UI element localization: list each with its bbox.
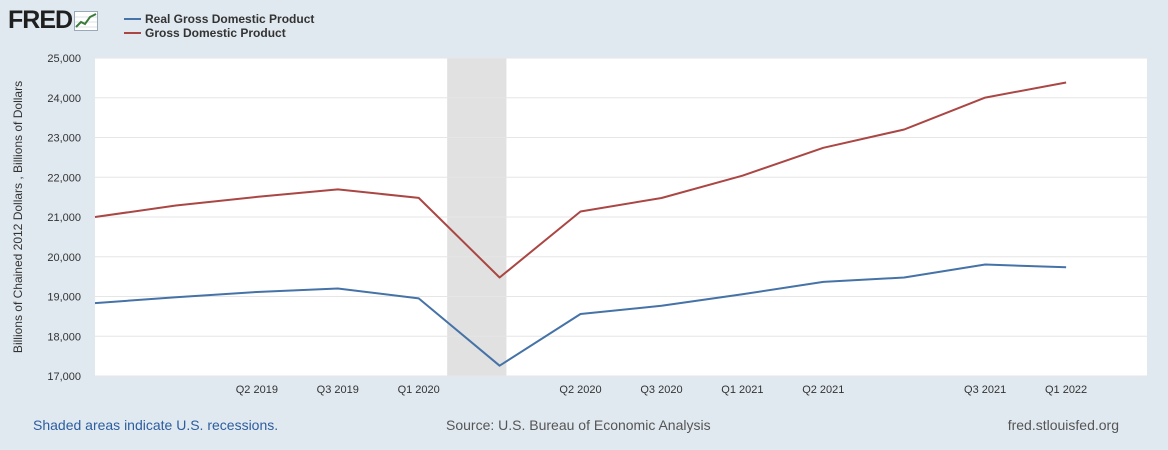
x-tick-label: Q1 2020 (398, 384, 440, 396)
fred-logo-text: FRED (8, 6, 73, 34)
grid-layer (95, 57, 1147, 377)
x-tick-label: Q2 2021 (802, 384, 844, 396)
y-tick-label: 20,000 (47, 252, 81, 264)
recession-note-link[interactable]: Shaded areas indicate U.S. recessions. (33, 417, 279, 433)
series-line-gdp[interactable] (94, 81, 1067, 279)
y-axis-label: Billions of Chained 2012 Dollars , Billi… (11, 81, 25, 353)
legend-item-real-gdp[interactable]: Real Gross Domestic Product (124, 12, 314, 26)
chart-line-icon (74, 10, 99, 31)
y-tick-label: 25,000 (47, 53, 81, 65)
chart-legend: Real Gross Domestic Product Gross Domest… (124, 12, 314, 40)
y-tick-label: 23,000 (47, 133, 81, 145)
x-tick-label: Q1 2022 (1045, 384, 1087, 396)
legend-item-gdp[interactable]: Gross Domestic Product (124, 26, 314, 40)
series-line-real-gdp[interactable] (94, 263, 1067, 367)
x-tick-label: Q3 2020 (640, 384, 682, 396)
x-tick-label: Q2 2019 (236, 384, 278, 396)
x-axis-ticks: Q2 2019 Q3 2019 Q1 2020 Q2 2020 Q3 2020 Q1 20… (236, 384, 1087, 396)
x-tick-label: Q2 2020 (559, 384, 601, 396)
y-tick-label: 22,000 (47, 172, 81, 184)
source-text: Source: U.S. Bureau of Economic Analysis (446, 417, 711, 433)
y-tick-label: 17,000 (47, 371, 81, 383)
site-url-link[interactable]: fred.stlouisfed.org (1007, 417, 1119, 433)
x-tick-label: Q3 2021 (964, 384, 1006, 396)
legend-swatch-gdp (124, 32, 141, 34)
legend-label-real-gdp: Real Gross Domestic Product (145, 12, 315, 26)
y-tick-label: 18,000 (47, 331, 81, 343)
series-layer (94, 81, 1067, 367)
y-axis-ticks: 17,000 18,000 19,000 20,000 21,000 22,000 23,0… (47, 53, 81, 383)
legend-label-gdp: Gross Domestic Product (145, 26, 286, 40)
x-tick-label: Q3 2019 (317, 384, 359, 396)
fred-logo[interactable]: FRED (8, 6, 99, 35)
chart-area: 17,000 18,000 19,000 20,000 21,000 22,000 23,0… (11, 53, 1147, 396)
y-tick-label: 19,000 (47, 292, 81, 304)
x-tick-label: Q1 2021 (721, 384, 763, 396)
legend-swatch-real-gdp (124, 18, 141, 20)
y-tick-label: 24,000 (47, 93, 81, 105)
y-tick-label: 21,000 (47, 212, 81, 224)
